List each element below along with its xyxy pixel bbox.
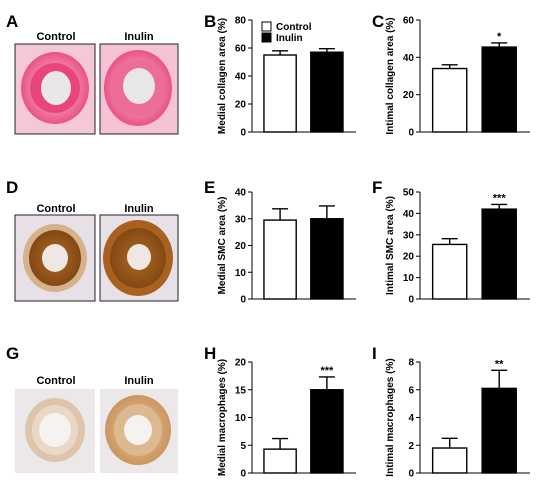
micrograph-label-inulin-G: Inulin: [124, 375, 154, 387]
bar-inulin: [481, 46, 517, 133]
y-tick-label: 40: [403, 209, 415, 220]
y-tick-label: 0: [240, 469, 246, 480]
bar-control: [431, 447, 468, 474]
y-tick-label: 40: [403, 53, 415, 64]
y-tick-label: 0: [408, 128, 414, 139]
y-tick-label: 20: [235, 241, 247, 252]
y-tick-label: 60: [403, 16, 415, 27]
y-axis-label: Medial macrophages (%): [217, 359, 228, 476]
micrograph-smc-inulin: [99, 214, 179, 302]
y-tick-label: 0: [240, 128, 246, 139]
panel-letter-F: F: [372, 178, 382, 197]
y-tick-label: 8: [408, 358, 414, 369]
panel-letter-G: G: [6, 344, 19, 363]
y-axis-label: Intimal SMC area (%): [385, 196, 396, 295]
y-axis-label: Intimal macrophages (%): [385, 358, 396, 476]
y-tick-label: 2: [408, 441, 414, 452]
y-tick-label: 5: [240, 441, 246, 452]
bar-inulin: [310, 389, 344, 474]
y-tick-label: 0: [408, 295, 414, 306]
significance-marker: ***: [320, 365, 334, 377]
micrograph-collagen-control: [14, 43, 96, 135]
significance-marker: **: [495, 358, 504, 370]
y-tick-label: 10: [403, 273, 415, 284]
significance-marker: *: [497, 31, 502, 43]
panel-letter-H: H: [204, 344, 216, 363]
y-tick-label: 10: [235, 268, 247, 279]
micrograph-label-control-A: Control: [36, 31, 75, 43]
chart-panel-E: E 0 10 20 30 40 Medial SMC area (%): [204, 178, 356, 306]
legend-label-control: Control: [276, 22, 312, 33]
y-tick-label: 0: [240, 295, 246, 306]
y-tick-label: 40: [235, 188, 247, 199]
y-tick-label: 60: [235, 44, 247, 55]
y-tick-label: 20: [235, 100, 247, 111]
y-tick-label: 6: [408, 385, 414, 396]
y-tick-label: 0: [408, 469, 414, 480]
y-tick-label: 20: [403, 90, 415, 101]
bar-control: [431, 243, 468, 300]
y-tick-label: 40: [235, 72, 247, 83]
y-tick-label: 15: [235, 385, 247, 396]
bar-control: [431, 67, 468, 133]
y-tick-label: 20: [235, 358, 247, 369]
micrograph-collagen-inulin: [99, 43, 179, 135]
y-axis-label: Medial SMC area (%): [217, 197, 228, 295]
y-tick-label: 30: [235, 214, 247, 225]
bar-control: [263, 219, 297, 300]
micrograph-label-control-D: Control: [36, 203, 75, 215]
legend-swatch-inulin: [261, 32, 272, 43]
bar-inulin: [310, 51, 344, 133]
micrograph-label-inulin-D: Inulin: [124, 203, 154, 215]
panel-letter-E: E: [204, 178, 215, 197]
micrograph-smc-control: [14, 214, 96, 302]
chart-panel-I: I 0 2 4 6 8 Intimal macrophages (%) **: [372, 344, 530, 480]
legend: Control Inulin: [261, 21, 312, 44]
panel-letter-I: I: [372, 344, 377, 363]
significance-marker: ***: [493, 192, 507, 204]
bar-inulin: [481, 208, 517, 300]
chart-panel-C: C 0 20 40 60 Intimal collagen area (%) *: [372, 12, 530, 139]
chart-panel-B: B 0 20 40 60 80 Medial collagen area (%): [204, 12, 356, 139]
y-axis-label: Medial collagen area (%): [217, 18, 228, 134]
y-tick-label: 4: [408, 413, 414, 424]
chart-panel-H: H 0 5 10 15 20 Medial macrophages (%) ***: [204, 344, 356, 480]
micrograph-label-inulin-A: Inulin: [124, 31, 154, 43]
y-axis-label: Intimal collagen area (%): [385, 17, 396, 134]
panel-letter-C: C: [372, 12, 384, 31]
bar-control: [263, 54, 297, 133]
bar-inulin: [481, 387, 517, 474]
y-tick-label: 20: [403, 252, 415, 263]
y-tick-label: 50: [403, 188, 415, 199]
panel-letter-B: B: [204, 12, 216, 31]
y-tick-label: 10: [235, 413, 247, 424]
y-tick-label: 80: [235, 16, 247, 27]
panel-letter-D: D: [6, 178, 18, 197]
panel-letter-A: A: [6, 12, 18, 31]
micrograph-macrophage-inulin: [100, 389, 178, 473]
legend-label-inulin: Inulin: [276, 33, 303, 44]
bar-inulin: [310, 218, 344, 300]
y-tick-label: 30: [403, 230, 415, 241]
chart-panel-F: F 0 10 20 30 40 50 Intimal SMC area (%) ***: [372, 178, 530, 306]
micrograph-macrophage-control: [15, 389, 95, 473]
micrograph-label-control-G: Control: [36, 375, 75, 387]
legend-swatch-control: [261, 21, 272, 32]
bar-control: [263, 448, 297, 474]
